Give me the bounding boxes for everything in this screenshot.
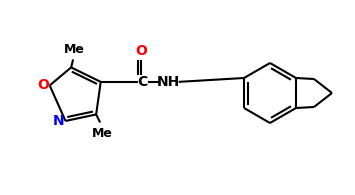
Text: N: N xyxy=(53,114,64,128)
Text: NH: NH xyxy=(157,75,180,89)
Text: Me: Me xyxy=(92,127,113,140)
Text: O: O xyxy=(135,44,147,58)
Text: Me: Me xyxy=(64,43,84,56)
Text: C: C xyxy=(138,75,148,89)
Text: O: O xyxy=(37,78,49,92)
